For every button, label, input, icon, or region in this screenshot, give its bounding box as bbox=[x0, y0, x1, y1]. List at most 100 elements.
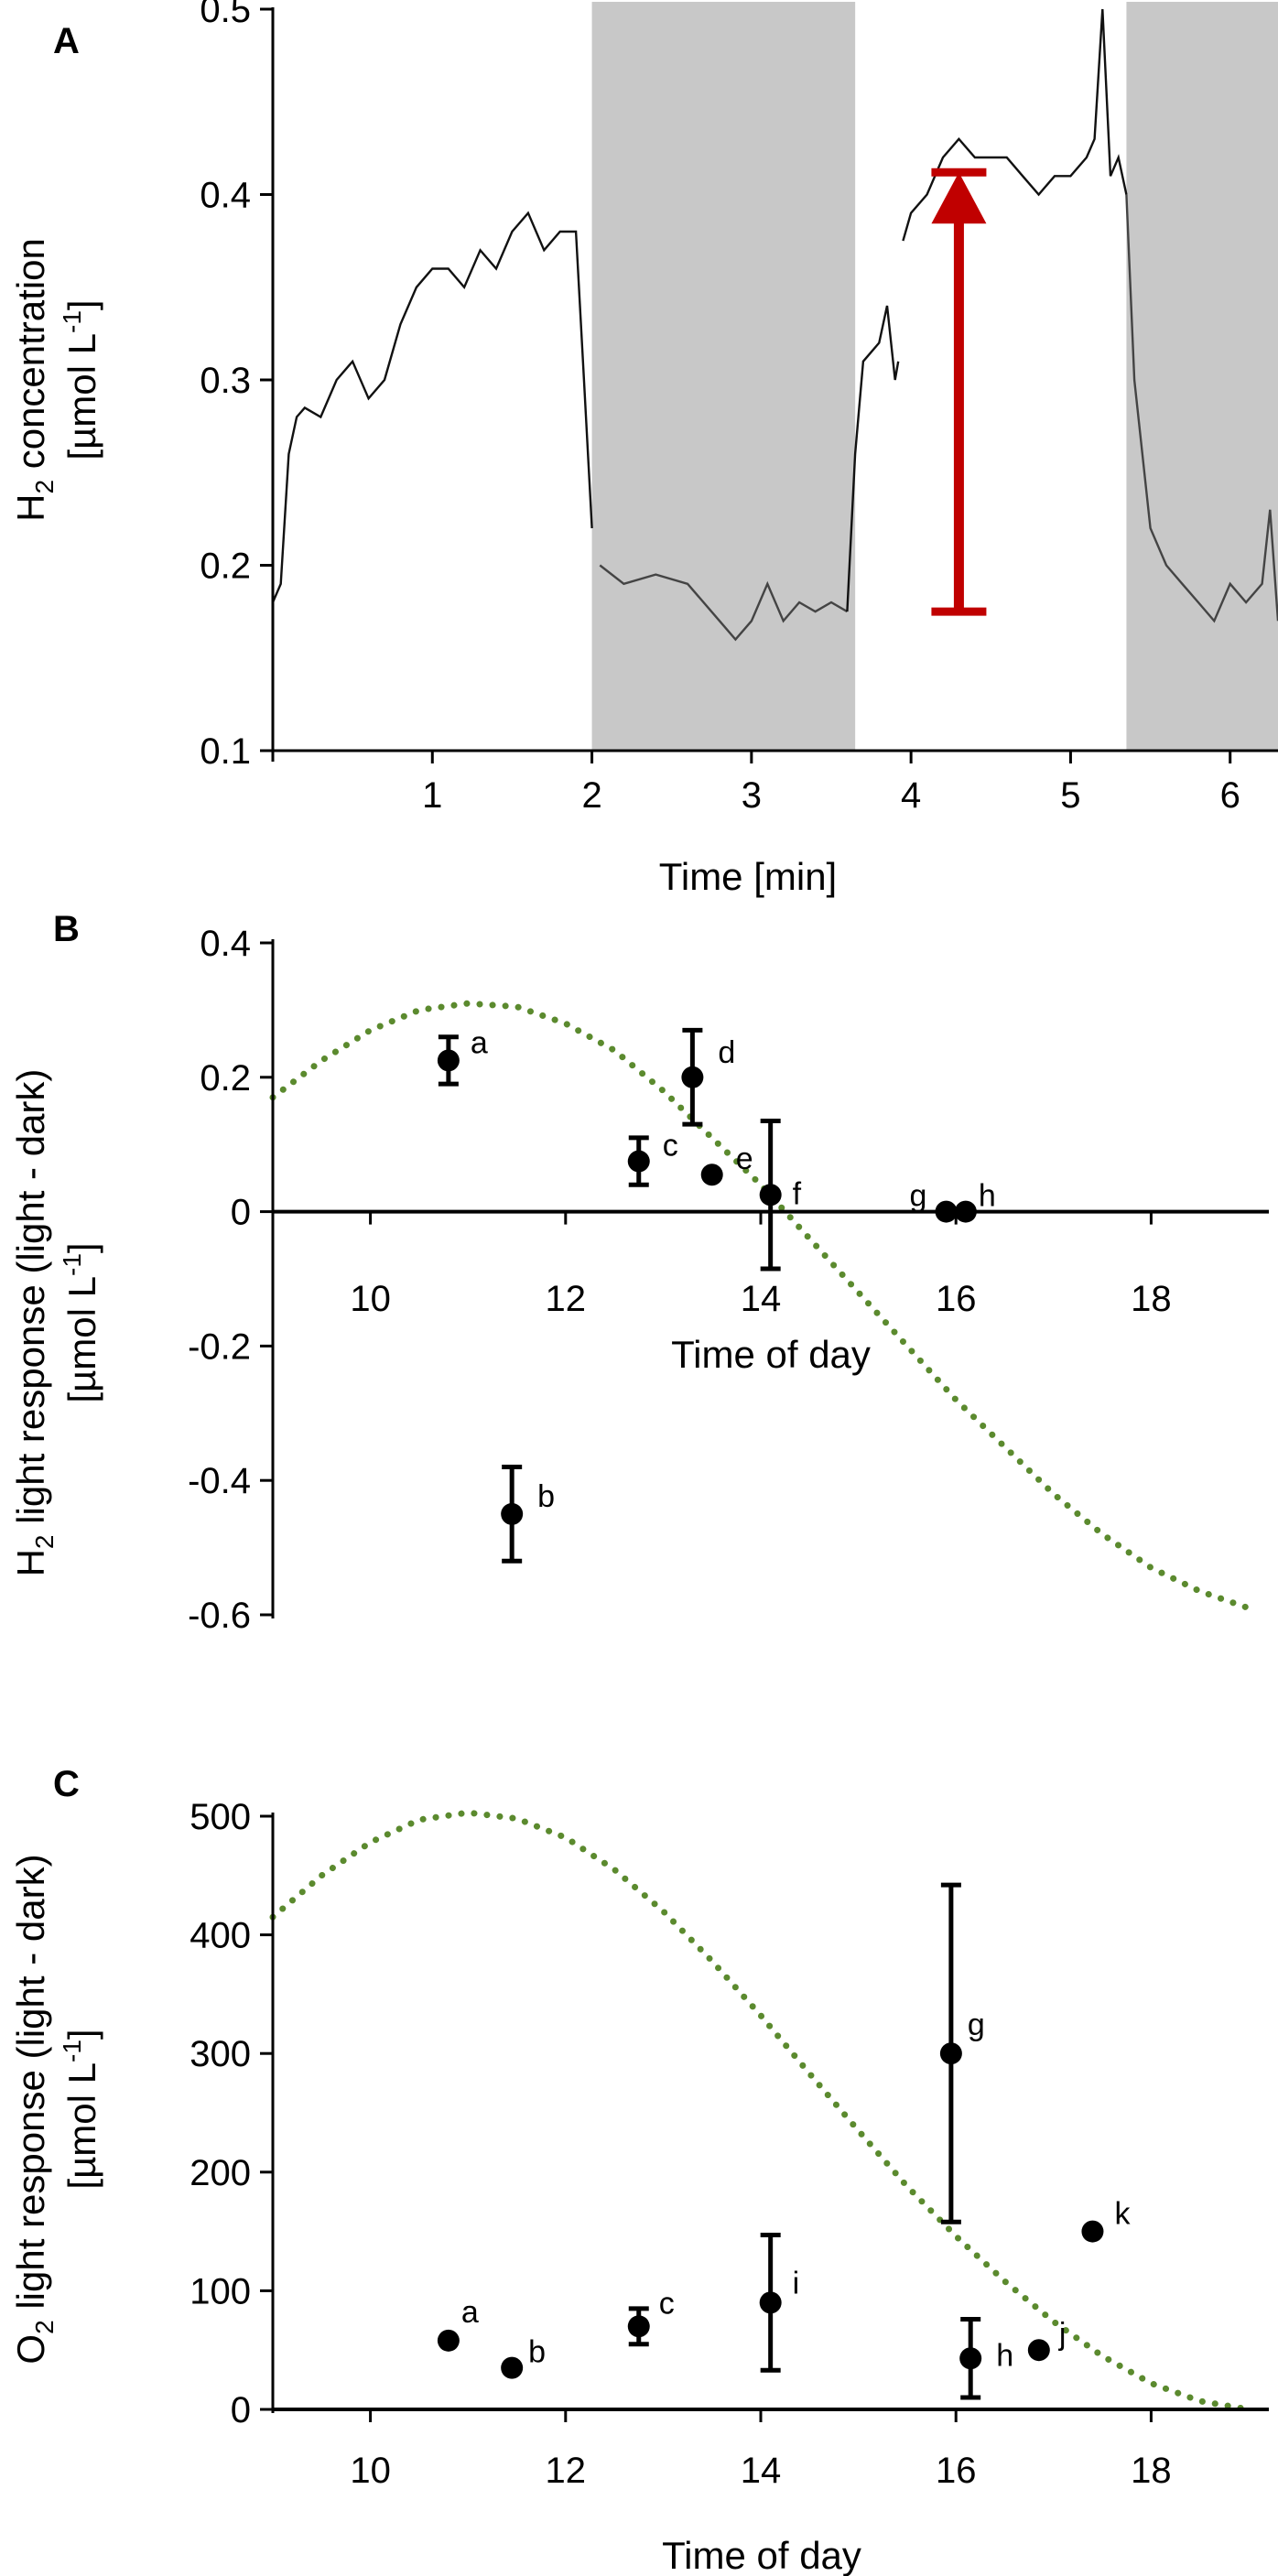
panel-c-ylabel-line1: O2 light response (light - dark) bbox=[9, 1854, 59, 2364]
point-label-a: a bbox=[461, 2295, 479, 2330]
h2-trace-dark2 bbox=[1125, 194, 1278, 623]
y-tick-label: 0.2 bbox=[200, 1058, 251, 1099]
panel-a-ylabel2-rest: ] bbox=[60, 299, 103, 310]
panel-b-ylabel2-rest: ] bbox=[60, 1242, 103, 1253]
data-point-k bbox=[1081, 2220, 1104, 2243]
point-label-c: c bbox=[663, 1129, 678, 1164]
data-point-h bbox=[959, 2347, 982, 2370]
panel-b-ylabel2-main: [µmol L bbox=[60, 1276, 103, 1403]
x-tick-label: 18 bbox=[1131, 2451, 1172, 2491]
data-point-e bbox=[700, 1164, 723, 1186]
panel-a-ylabel: H2 concentration [µmol L-1] bbox=[9, 238, 103, 522]
panel-letter-a: A bbox=[53, 21, 80, 61]
point-label-b: b bbox=[537, 1479, 555, 1514]
panel-b-ylabel: H2 light response (light - dark) [µmol L-… bbox=[9, 1069, 103, 1577]
y-tick-label: 0 bbox=[231, 2390, 251, 2430]
panel-c-ylabel-main: O bbox=[9, 2334, 52, 2365]
panel-c-o2-light-response: 0 100 200 300 400 500 10 12 14 16 18 Time of day O2 … bbox=[9, 1797, 1269, 2576]
x-tick-label: 14 bbox=[741, 2451, 782, 2491]
y-tick-label: -0.4 bbox=[188, 1461, 251, 1501]
panel-a-ylabel2-main: [µmol L bbox=[60, 333, 103, 460]
h2-trace-light3 bbox=[902, 8, 1128, 242]
data-point-b bbox=[501, 2356, 524, 2379]
panel-b-ylabel-sub: 2 bbox=[30, 1534, 59, 1549]
point-label-f: f bbox=[793, 1176, 802, 1211]
data-point-a bbox=[437, 2329, 460, 2352]
x-tick-label: 18 bbox=[1131, 1279, 1172, 1319]
h2-trace-light1 bbox=[271, 211, 593, 603]
panel-a-ylabel-line2: [µmol L-1] bbox=[58, 299, 103, 460]
data-point-h bbox=[954, 1200, 977, 1223]
point-label-g: g bbox=[910, 1179, 927, 1214]
x-tick-label: 1 bbox=[422, 775, 442, 816]
y-tick-label: 0.4 bbox=[200, 176, 251, 216]
x-tick-label: 16 bbox=[936, 2451, 977, 2491]
point-label-c: c bbox=[659, 2286, 675, 2321]
panel-c-ylabel2-rest: ] bbox=[60, 2029, 103, 2040]
data-point-j bbox=[1027, 2339, 1050, 2362]
panel-b-ylabel-line2: [µmol L-1] bbox=[58, 1242, 103, 1402]
y-tick-label: 500 bbox=[190, 1797, 251, 1837]
panel-c-ylabel2-sup: -1 bbox=[58, 2040, 86, 2062]
y-tick-label: 400 bbox=[190, 1916, 251, 1956]
point-label-i: i bbox=[793, 2266, 800, 2300]
dark-period-shade bbox=[1126, 2, 1278, 751]
x-tick-label: 10 bbox=[350, 2451, 391, 2491]
point-label-e: e bbox=[736, 1142, 753, 1176]
panel-a-ylabel2-sup: -1 bbox=[58, 310, 86, 333]
y-tick-label: 0.5 bbox=[200, 0, 251, 30]
panel-a-ylabel-rest: concentration bbox=[9, 238, 52, 480]
point-label-b: b bbox=[528, 2335, 546, 2370]
point-label-a: a bbox=[471, 1025, 488, 1060]
x-tick-label: 3 bbox=[742, 775, 762, 816]
x-axis-label: Time [min] bbox=[659, 855, 837, 898]
data-point-c bbox=[627, 2315, 650, 2338]
data-point-d bbox=[681, 1066, 704, 1088]
panel-a-ylabel-sub: 2 bbox=[30, 480, 59, 494]
data-point-b bbox=[501, 1502, 524, 1525]
point-label-h: h bbox=[979, 1179, 996, 1214]
model-curve-dotted bbox=[269, 1000, 1252, 1612]
point-label-d: d bbox=[718, 1035, 735, 1070]
x-tick-label: 6 bbox=[1220, 775, 1240, 816]
panel-c-ylabel-sub: 2 bbox=[30, 2320, 59, 2334]
x-tick-label: 10 bbox=[350, 1279, 391, 1319]
y-tick-label: 300 bbox=[190, 2034, 251, 2074]
data-point-g bbox=[935, 1200, 958, 1223]
panel-c-ylabel-line2: [µmol L-1] bbox=[58, 2029, 103, 2189]
h2-trace-dark1 bbox=[599, 564, 849, 642]
data-point-f bbox=[759, 1184, 782, 1207]
panel-a-ylabel-main: H bbox=[9, 494, 52, 522]
model-curve-dotted bbox=[269, 1809, 1252, 2413]
panel-b-ylabel-line1: H2 light response (light - dark) bbox=[9, 1069, 59, 1577]
panel-b-h2-light-response: -0.6 -0.4 -0.2 0 0.2 0.4 10 12 14 16 18 Time of day… bbox=[9, 924, 1269, 1636]
y-tick-label: 0.3 bbox=[200, 361, 251, 401]
panel-b-ylabel-main: H bbox=[9, 1549, 52, 1576]
point-label-k: k bbox=[1114, 2197, 1131, 2232]
h2-trace-light2 bbox=[846, 305, 900, 612]
response-arrow-head bbox=[931, 172, 987, 224]
panel-letter-c: C bbox=[53, 1764, 80, 1804]
y-tick-label: 0.2 bbox=[200, 547, 251, 587]
y-tick-label: -0.6 bbox=[188, 1596, 251, 1636]
panel-c-ylabel2-main: [µmol L bbox=[60, 2062, 103, 2190]
data-point-c bbox=[627, 1150, 650, 1173]
y-tick-label: 0.4 bbox=[200, 924, 251, 964]
y-tick-label: 0.1 bbox=[200, 731, 251, 772]
x-axis-label: Time of day bbox=[671, 1333, 871, 1376]
x-tick-label: 4 bbox=[901, 775, 921, 816]
data-point-i bbox=[759, 2291, 782, 2314]
x-tick-label: 12 bbox=[546, 1279, 587, 1319]
data-point-a bbox=[437, 1049, 460, 1072]
point-label-j: j bbox=[1058, 2317, 1067, 2352]
panel-b-ylabel-rest: light response (light - dark) bbox=[9, 1069, 52, 1535]
x-tick-label: 5 bbox=[1060, 775, 1080, 816]
x-tick-label: 16 bbox=[936, 1279, 977, 1319]
x-axis-label: Time of day bbox=[662, 2534, 861, 2576]
panel-a-ylabel-line1: H2 concentration bbox=[9, 238, 59, 522]
panel-c-ylabel: O2 light response (light - dark) [µmol L-… bbox=[9, 1854, 103, 2364]
x-tick-label: 2 bbox=[581, 775, 601, 816]
y-tick-label: 200 bbox=[190, 2153, 251, 2193]
